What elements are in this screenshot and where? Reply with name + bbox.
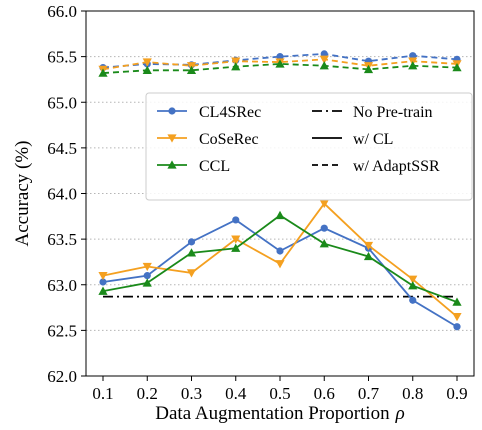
data-point-ccl-w-adaptssr xyxy=(363,64,374,74)
data-point-coserec-w-cl xyxy=(231,235,241,244)
data-point-cl4srec-w-cl xyxy=(276,247,284,255)
data-point-coserec-w-cl xyxy=(363,241,374,251)
tick-labels: 62.0 62.5 63.0 63.5 64.0 64.5 65.0 65.5 66.0 0.1 0… xyxy=(47,2,467,403)
legend-box xyxy=(145,92,473,201)
legend-label-cl4srec: CL4SRec xyxy=(199,104,261,121)
x-tick-label: 0.3 xyxy=(181,384,202,403)
x-tick-label: 0.2 xyxy=(137,384,158,403)
x-axis-title-text: Data Augmentation Proportion xyxy=(155,403,390,424)
data-point-ccl-w-adaptssr xyxy=(142,65,152,74)
data-point-ccl-w-cl xyxy=(363,251,374,261)
series-line-ccl-w-adaptssr xyxy=(102,63,458,74)
y-tick-label: 63.5 xyxy=(47,230,77,249)
data-point-cl4srec-w-cl xyxy=(409,296,417,304)
y-tick-label: 66.0 xyxy=(47,2,77,21)
x-tick-label: 0.7 xyxy=(358,384,380,403)
data-point-ccl-w-cl xyxy=(452,297,462,306)
data-point-ccl-w-adaptssr xyxy=(98,68,108,77)
y-tick-label: 64.5 xyxy=(47,139,77,158)
data-point-ccl-w-cl xyxy=(319,239,329,248)
legend-marker-ccl xyxy=(167,160,177,169)
data-point-ccl-w-cl xyxy=(408,281,418,290)
data-point-cl4srec-w-cl xyxy=(320,224,328,232)
legend-marker-coserec xyxy=(167,134,177,143)
data-point-coserec-w-cl xyxy=(98,271,108,281)
legend: CL4SRec CoSeRec CCL No Pre-train w/ CL w/ Ada… xyxy=(145,92,473,201)
y-axis-title: Accuracy (%) xyxy=(12,140,33,246)
legend-label-coserec: CoSeRec xyxy=(199,131,259,148)
data-point-ccl-w-adaptssr xyxy=(231,62,241,71)
legend-marker-cl4srec xyxy=(168,107,176,115)
legend-label-w-adaptssr: w/ AdaptSSR xyxy=(353,158,440,175)
y-tick-label: 62.5 xyxy=(47,321,77,340)
x-tick-label: 0.1 xyxy=(92,384,113,403)
data-point-ccl-w-adaptssr xyxy=(186,65,197,74)
series-layer xyxy=(98,50,462,331)
data-point-cl4srec-w-cl xyxy=(453,323,461,331)
x-tick-label: 0.4 xyxy=(225,384,247,403)
x-tick-label: 0.8 xyxy=(402,384,423,403)
data-point-ccl-w-adaptssr xyxy=(319,61,329,70)
data-point-ccl-w-adaptssr xyxy=(452,62,462,72)
data-point-ccl-w-cl xyxy=(142,278,152,287)
data-point-ccl-w-cl xyxy=(98,286,108,295)
data-point-ccl-w-adaptssr xyxy=(275,59,285,68)
data-point-coserec-w-cl xyxy=(186,269,197,278)
data-point-ccl-w-adaptssr xyxy=(408,61,418,70)
y-tick-label: 65.0 xyxy=(47,93,77,112)
y-tick-label: 63.0 xyxy=(47,276,77,295)
y-tick-label: 64.0 xyxy=(47,185,77,204)
data-point-ccl-w-cl xyxy=(231,243,241,252)
legend-label-ccl: CCL xyxy=(199,158,230,175)
data-point-cl4srec-w-cl xyxy=(232,216,240,224)
data-point-coserec-w-cl xyxy=(142,262,152,272)
x-tick-label: 0.9 xyxy=(446,384,467,403)
data-point-ccl-w-cl xyxy=(275,210,285,220)
data-point-coserec-w-cl xyxy=(408,275,418,284)
legend-label-no-pre-train: No Pre-train xyxy=(353,104,433,121)
x-tick-label: 0.6 xyxy=(314,384,335,403)
legend-label-w-cl: w/ CL xyxy=(353,131,393,148)
x-tick-label: 0.5 xyxy=(269,384,290,403)
data-point-ccl-w-cl xyxy=(186,248,197,257)
data-point-coserec-w-cl xyxy=(275,260,285,269)
data-point-cl4srec-w-cl xyxy=(99,278,107,286)
data-point-coserec-w-adaptssr xyxy=(142,58,152,67)
y-tick-label: 62.0 xyxy=(47,367,77,386)
x-axis-title-symbol: ρ xyxy=(395,403,405,424)
y-tick-label: 65.5 xyxy=(47,48,77,67)
data-point-coserec-w-adaptssr xyxy=(231,57,241,66)
data-point-coserec-w-adaptssr xyxy=(319,55,329,64)
data-point-cl4srec-w-cl xyxy=(187,238,196,246)
axes xyxy=(81,10,475,381)
data-point-coserec-w-cl xyxy=(452,313,462,322)
data-point-cl4srec-w-cl xyxy=(143,272,151,280)
x-axis-title: Data Augmentation Proportion ρ xyxy=(155,403,404,424)
data-point-coserec-w-cl xyxy=(319,199,329,209)
